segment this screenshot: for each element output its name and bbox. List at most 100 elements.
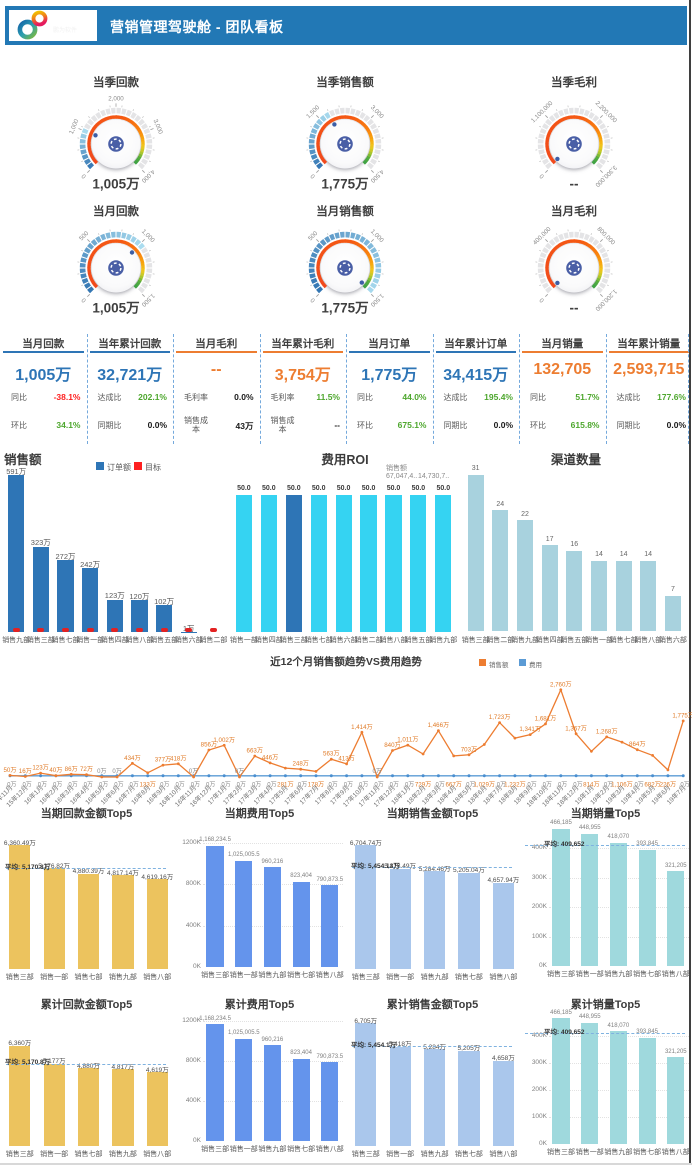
svg-text:0万: 0万 (112, 768, 121, 775)
svg-text:.0万: .0万 (220, 781, 231, 788)
svg-text:.0万: .0万 (296, 781, 307, 788)
svg-text:2,760万: 2,760万 (550, 681, 572, 688)
svg-text:.0万: .0万 (5, 781, 16, 788)
svg-text:1,000: 1,000 (369, 228, 385, 244)
svg-text:1,341万: 1,341万 (519, 726, 541, 733)
svg-text:1,200,000: 1,200,000 (593, 288, 618, 313)
svg-text:.0万: .0万 (556, 781, 567, 788)
svg-text:1,232万: 1,232万 (504, 781, 526, 788)
svg-text:1,367万: 1,367万 (565, 725, 587, 732)
svg-text:377万: 377万 (155, 757, 172, 764)
svg-text:1,106万: 1,106万 (611, 781, 633, 788)
svg-text:1,775万: 1,775万 (672, 712, 692, 719)
svg-text:.0万: .0万 (495, 781, 506, 788)
svg-text:1,681万: 1,681万 (535, 715, 557, 722)
svg-text:4,000: 4,000 (140, 168, 156, 184)
svg-text:1,100,000: 1,100,000 (530, 99, 555, 124)
svg-text:.0万: .0万 (403, 781, 414, 788)
svg-text:.0万: .0万 (464, 781, 475, 788)
svg-text:.0万: .0万 (541, 781, 552, 788)
svg-text:413万: 413万 (338, 755, 355, 762)
svg-text:1,414万: 1,414万 (351, 724, 373, 731)
svg-text:1,002万: 1,002万 (213, 737, 235, 744)
svg-text:0万: 0万 (235, 768, 244, 775)
svg-text:856万: 856万 (201, 742, 218, 749)
svg-text:3,000: 3,000 (152, 118, 165, 136)
svg-text:4,500: 4,500 (369, 168, 385, 184)
svg-text:.0万: .0万 (373, 781, 384, 788)
svg-text:.0万: .0万 (97, 781, 108, 788)
svg-text:563万: 563万 (323, 751, 340, 758)
svg-text:1,775万: 1,775万 (321, 177, 368, 192)
svg-text:.0万: .0万 (357, 781, 368, 788)
svg-text:.0万: .0万 (572, 781, 583, 788)
svg-text:16万: 16万 (19, 768, 32, 775)
svg-text:178万: 178万 (308, 781, 325, 788)
svg-text:.0万: .0万 (526, 781, 537, 788)
svg-text:.0万: .0万 (204, 781, 215, 788)
svg-text:0万: 0万 (189, 768, 198, 775)
svg-text:.0万: .0万 (158, 781, 169, 788)
svg-text:0: 0 (538, 296, 546, 304)
svg-text:0万: 0万 (97, 768, 106, 775)
svg-text:729万: 729万 (415, 781, 432, 788)
svg-text:1,500: 1,500 (369, 292, 385, 308)
svg-text:400,000: 400,000 (532, 225, 553, 246)
svg-text:0: 0 (309, 296, 317, 304)
svg-text:682万: 682万 (644, 781, 661, 788)
svg-text:1,500: 1,500 (305, 104, 321, 120)
svg-text:.0万: .0万 (388, 781, 399, 788)
svg-text:3,000: 3,000 (369, 104, 385, 120)
svg-text:1,775万: 1,775万 (321, 301, 368, 316)
svg-text:1,466万: 1,466万 (428, 722, 450, 729)
svg-text:1,029万: 1,029万 (473, 781, 495, 788)
svg-text:663万: 663万 (247, 748, 264, 755)
svg-text:.0万: .0万 (51, 781, 62, 788)
svg-text:0: 0 (80, 172, 88, 180)
svg-text:0: 0 (309, 172, 317, 180)
svg-text:3,300,000: 3,300,000 (593, 164, 618, 189)
svg-text:0: 0 (80, 296, 88, 304)
svg-text:248万: 248万 (292, 761, 309, 768)
svg-text:--: -- (570, 177, 579, 192)
svg-text:418万: 418万 (170, 755, 187, 762)
svg-text:1,005万: 1,005万 (92, 301, 139, 316)
svg-text:800,000: 800,000 (596, 226, 617, 247)
svg-text:1,011万: 1,011万 (397, 737, 418, 744)
svg-text:1,723万: 1,723万 (489, 714, 511, 721)
svg-text:72万: 72万 (80, 766, 93, 773)
svg-text:446万: 446万 (262, 754, 279, 761)
svg-text:.0万: .0万 (633, 781, 644, 788)
svg-text:86万: 86万 (65, 766, 78, 773)
svg-text:2,000: 2,000 (108, 95, 124, 102)
svg-text:840万: 840万 (384, 742, 401, 749)
svg-text:0万: 0万 (373, 768, 382, 775)
svg-text:1,000: 1,000 (140, 228, 156, 244)
svg-text:.0万: .0万 (189, 781, 200, 788)
svg-text:.0万: .0万 (113, 781, 124, 788)
svg-text:281万: 281万 (277, 781, 294, 788)
svg-text:1,000: 1,000 (68, 118, 81, 136)
svg-text:226万: 226万 (660, 781, 677, 788)
svg-text:2,200,000: 2,200,000 (594, 100, 619, 125)
svg-text:50万: 50万 (3, 767, 16, 774)
svg-text:--: -- (570, 301, 579, 316)
svg-text:.0万: .0万 (36, 781, 47, 788)
svg-text:.0万: .0万 (434, 781, 445, 788)
svg-text:.0万: .0万 (82, 781, 93, 788)
svg-text:.0万: .0万 (21, 781, 32, 788)
svg-text:40万: 40万 (49, 767, 62, 774)
svg-text:1,268万: 1,268万 (596, 728, 618, 735)
svg-text:123万: 123万 (32, 765, 49, 772)
svg-text:鹏为软件: 鹏为软件 (53, 26, 77, 34)
svg-text:703万: 703万 (461, 746, 478, 753)
svg-text:0: 0 (538, 172, 546, 180)
svg-text:.0万: .0万 (67, 781, 78, 788)
svg-text:.0万: .0万 (250, 781, 261, 788)
svg-text:.0万: .0万 (679, 781, 690, 788)
svg-text:133万: 133万 (139, 781, 156, 788)
svg-text:814万: 814万 (583, 781, 600, 788)
svg-text:.0万: .0万 (327, 781, 338, 788)
svg-text:864万: 864万 (629, 741, 646, 748)
svg-text:434万: 434万 (124, 755, 141, 762)
